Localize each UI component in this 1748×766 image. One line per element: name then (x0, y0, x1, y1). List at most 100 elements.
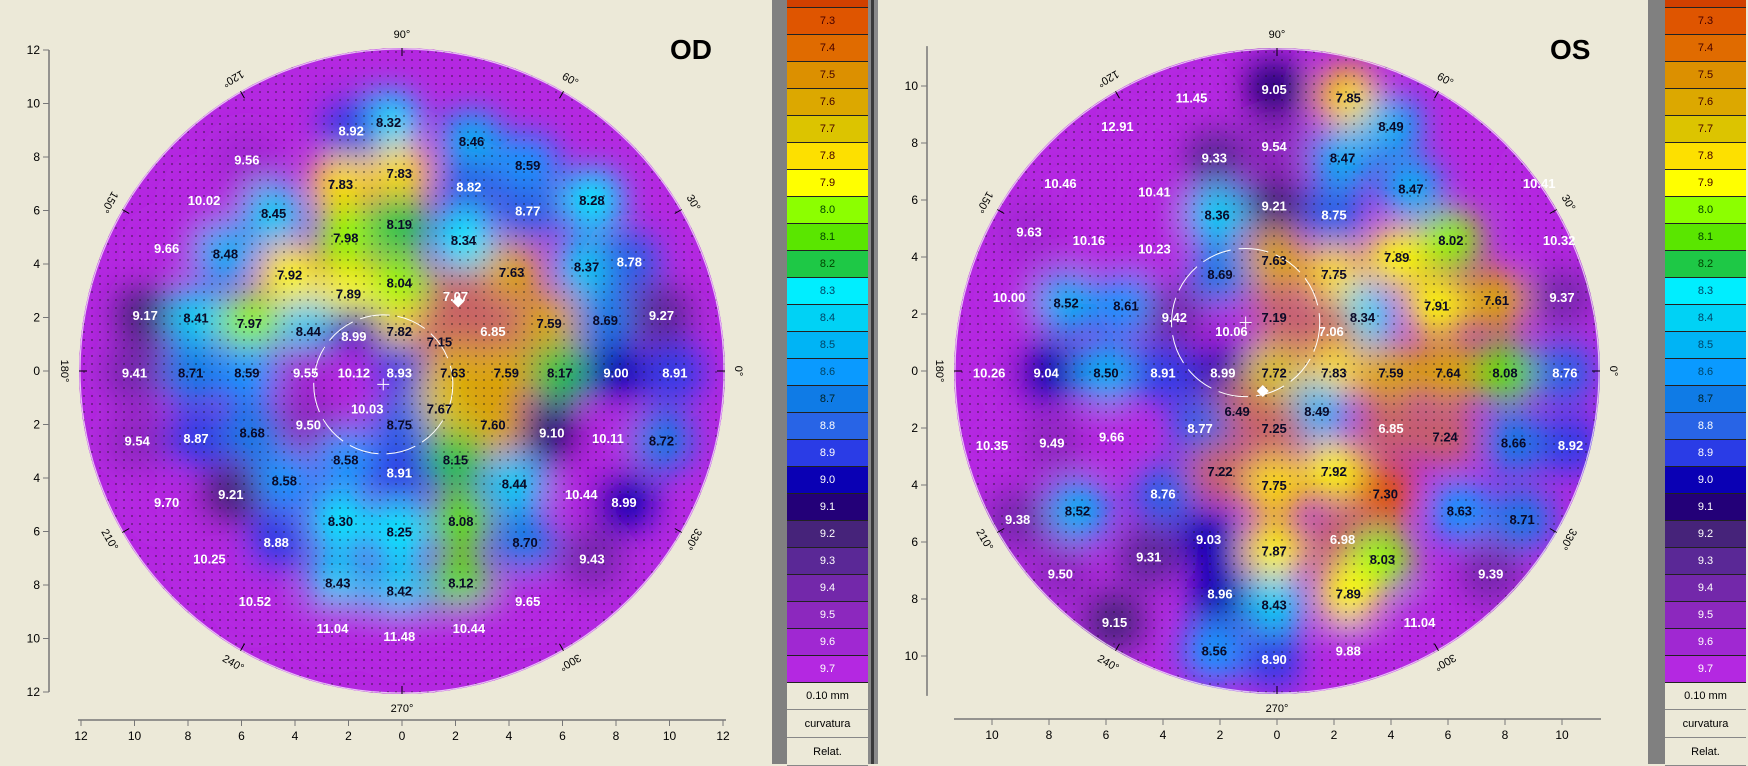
curvature-value-label: 6.98 (1330, 532, 1355, 547)
legend-swatch: 9.3 (1665, 548, 1746, 575)
legend-step-label: 0.10 mm (787, 683, 868, 710)
left-legend-scrollbar[interactable] (772, 0, 787, 764)
curvature-value-label: 8.08 (1492, 365, 1517, 380)
curvature-value-label: 7.63 (1261, 253, 1286, 268)
curvature-value-label: 10.23 (1138, 241, 1171, 256)
curvature-value-label: 8.58 (272, 474, 297, 489)
curvature-value-label: 9.17 (133, 308, 158, 323)
curvature-value-label: 8.02 (1438, 233, 1463, 248)
curvature-value-label: 8.69 (593, 313, 618, 328)
legend-swatch: 8.8 (1665, 413, 1746, 440)
angle-label: 30° (684, 193, 703, 213)
legend-swatch: 8.0 (787, 197, 868, 224)
curvature-value-label: 7.83 (387, 166, 412, 181)
curvature-value-label: 8.70 (512, 535, 537, 550)
angle-label: 180° (58, 360, 70, 383)
legend-swatch: 7.8 (1665, 143, 1746, 170)
curvature-value-label: 7.30 (1373, 487, 1398, 502)
curvature-value-label: 9.33 (1202, 150, 1227, 165)
legend-swatch: 9.3 (787, 548, 868, 575)
curvature-value-label: 9.03 (1196, 532, 1221, 547)
curvature-value-label: 8.48 (213, 246, 238, 261)
angle-label: 30° (1559, 193, 1578, 213)
right-color-legend: 7.3 7.4 7.5 7.6 7.7 7.8 7.9 8.0 8.1 8.2 8.3 8.4 8.5 8… (1665, 0, 1748, 766)
x-tick-label: 12 (74, 729, 88, 743)
curvature-value-label: 8.78 (617, 254, 642, 269)
curvature-value-label: 9.21 (1261, 199, 1286, 214)
legend-swatch: 9.4 (787, 575, 868, 602)
curvature-value-label: 8.17 (547, 365, 572, 380)
angle-label: 240° (1095, 653, 1121, 675)
y-tick-label: 8 (911, 136, 918, 150)
legend-map-type-button[interactable]: curvatura (1665, 711, 1746, 738)
curvature-value-label: 10.03 (351, 401, 384, 416)
curvature-value-label: 7.89 (336, 286, 361, 301)
curvature-value-label: 8.08 (448, 514, 473, 529)
x-tick-label: 4 (292, 729, 299, 743)
legend-swatch-partial (1665, 0, 1746, 8)
x-tick-label: 6 (238, 729, 245, 743)
angle-label: 120° (220, 67, 246, 89)
legend-swatch: 8.1 (1665, 224, 1746, 251)
curvature-value-label: 7.07 (443, 289, 468, 304)
curvature-value-label: 10.00 (993, 290, 1026, 305)
legend-swatch: 8.3 (787, 278, 868, 305)
angle-tick (1115, 643, 1120, 651)
angle-label: 0° (732, 366, 744, 377)
legend-mode-button[interactable]: Relat. (787, 739, 868, 766)
legend-swatch: 9.0 (787, 467, 868, 494)
y-tick-label: 2 (33, 418, 40, 432)
curvature-value-label: 8.99 (1210, 365, 1235, 380)
curvature-value-label: 8.91 (1150, 365, 1175, 380)
x-tick-label: 4 (1160, 728, 1167, 742)
curvature-value-label: 9.39 (1478, 566, 1503, 581)
legend-swatch: 7.8 (787, 143, 868, 170)
y-tick-label: 10 (905, 649, 919, 663)
legend-mode-button[interactable]: Relat. (1665, 739, 1746, 766)
curvature-value-label: 6.85 (480, 324, 505, 339)
angle-tick (122, 209, 130, 214)
curvature-value-label: 7.85 (1336, 90, 1361, 105)
legend-swatch: 8.7 (787, 386, 868, 413)
curvature-value-label: 10.41 (1138, 184, 1171, 199)
curvature-value-label: 7.64 (1435, 365, 1461, 380)
curvature-value-label: 8.59 (515, 158, 540, 173)
apex-diamond-icon (1256, 384, 1269, 397)
curvature-value-label: 7.63 (499, 265, 524, 280)
curvature-value-label: 8.47 (1398, 182, 1423, 197)
y-tick-label: 0 (33, 364, 40, 378)
curvature-value-label: 8.99 (611, 495, 636, 510)
y-tick-label: 4 (911, 478, 918, 492)
curvature-value-label: 8.15 (443, 452, 468, 467)
legend-swatch: 7.9 (1665, 170, 1746, 197)
curvature-value-label: 7.82 (387, 324, 412, 339)
curvature-value-label: 6.49 (1224, 404, 1249, 419)
curvature-value-label: 10.26 (973, 365, 1006, 380)
curvature-value-label: 8.46 (459, 134, 484, 149)
legend-map-type-button[interactable]: curvatura (787, 711, 868, 738)
curvature-value-label: 8.72 (649, 434, 674, 449)
curvature-value-label: 10.52 (239, 594, 272, 609)
x-tick-label: 2 (452, 729, 459, 743)
curvature-value-label: 10.16 (1073, 233, 1106, 248)
angle-tick (674, 209, 682, 214)
legend-swatch: 7.6 (787, 89, 868, 116)
x-tick-label: 0 (1274, 728, 1281, 742)
curvature-value-label: 9.43 (579, 551, 604, 566)
x-tick-label: 8 (1046, 728, 1053, 742)
curvature-value-label: 8.34 (1350, 310, 1376, 325)
curvature-value-label: 9.38 (1005, 512, 1030, 527)
curvature-value-label: 8.91 (662, 365, 687, 380)
legend-swatch: 7.4 (787, 35, 868, 62)
curvature-value-label: 10.12 (338, 365, 371, 380)
x-tick-label: 10 (128, 729, 142, 743)
pupil-outline (1171, 247, 1321, 398)
right-legend-scrollbar[interactable] (1648, 0, 1665, 764)
angle-label: 270° (1266, 703, 1289, 715)
curvature-value-label: 7.87 (1261, 544, 1286, 559)
curvature-value-label: 9.15 (1102, 615, 1127, 630)
od-topography-chart: 12 10 8 6 4 2 0 2 4 6 8 10 12 12 10 8 6 4 2 0 2 4 6 8 10 12 90° 120… (27, 29, 744, 743)
od-eye-label: OD (670, 34, 712, 65)
angle-label: 150° (98, 189, 120, 215)
x-tick-label: 12 (716, 729, 730, 743)
